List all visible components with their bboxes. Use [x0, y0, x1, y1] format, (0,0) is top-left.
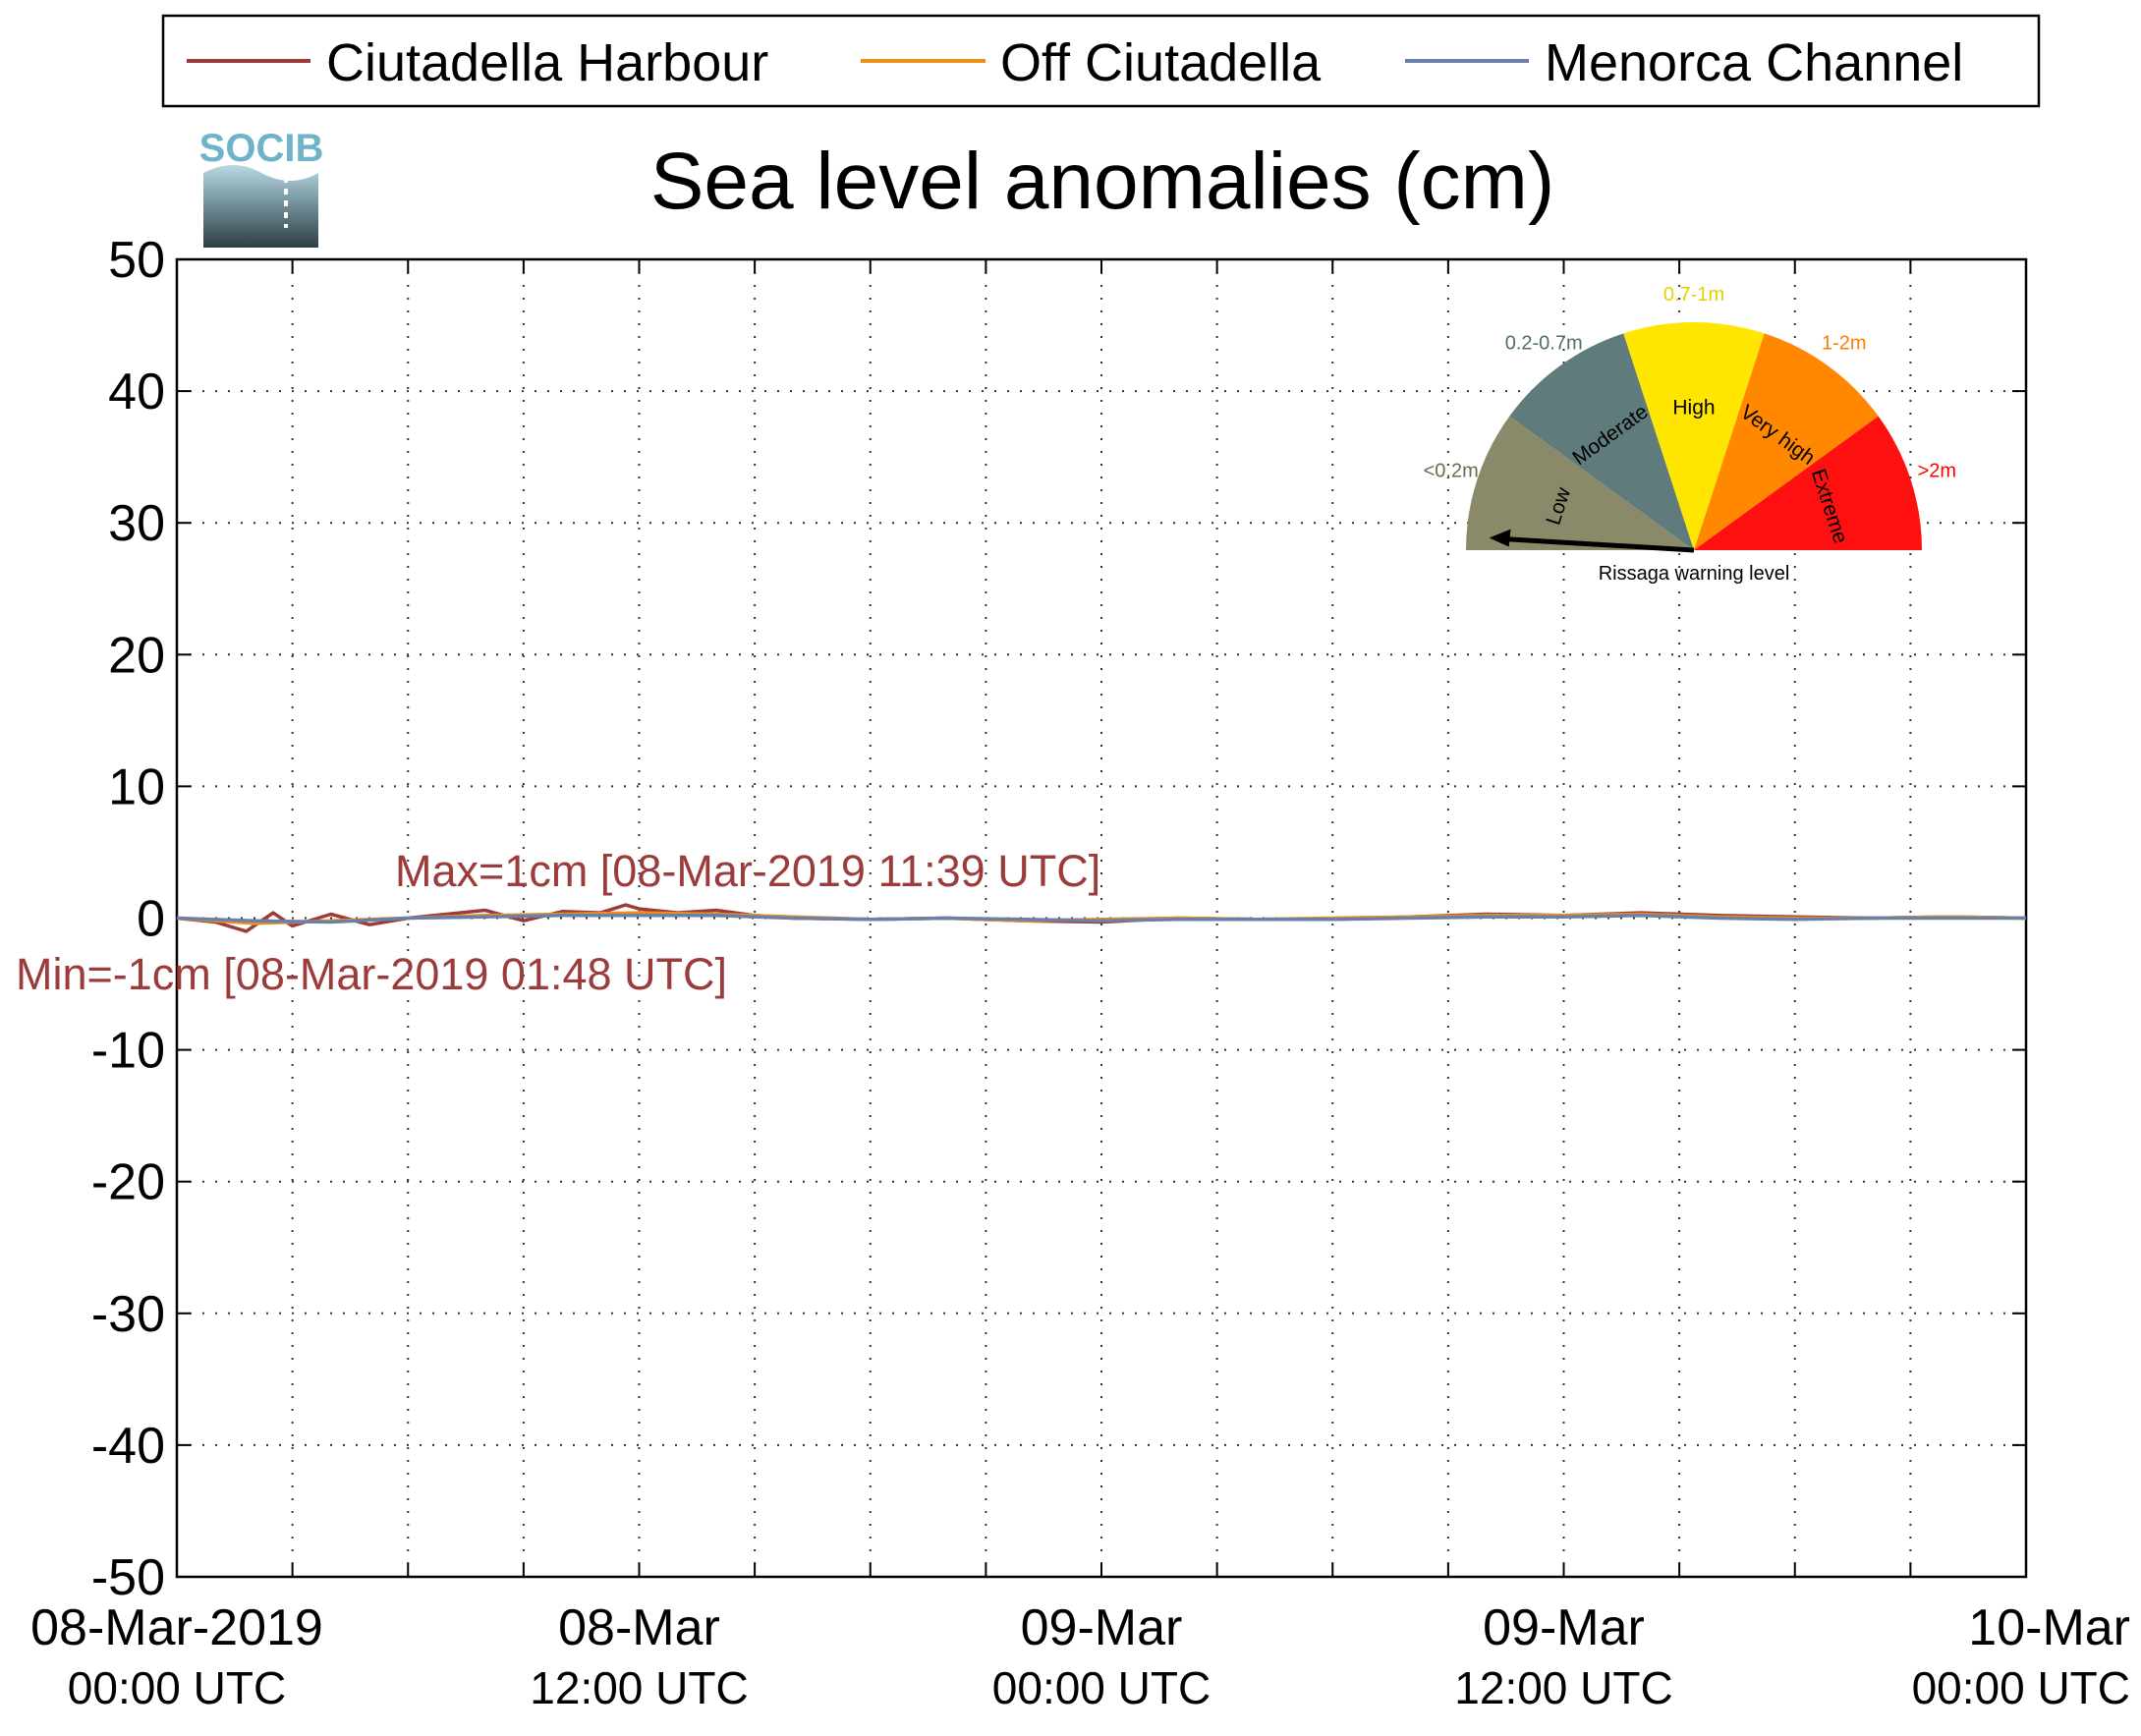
- gauge-range-label: 0.2-0.7m: [1505, 333, 1583, 355]
- y-tick-label: -30: [91, 1286, 165, 1343]
- x-tick-label-date: 08-Mar-2019: [30, 1599, 323, 1656]
- y-tick-label: 0: [137, 891, 165, 948]
- gauge-pointer: [1502, 535, 1695, 553]
- logo-wave-icon: [203, 165, 318, 248]
- legend-box: [161, 14, 2041, 108]
- y-tick-label: 20: [108, 627, 165, 684]
- series-line-2: [176, 914, 2026, 924]
- y-axis: -50 -40 -30 -20 -10 0 10 20 30 40 50: [91, 232, 2026, 1606]
- y-tick-label: -20: [91, 1154, 165, 1211]
- x-tick-label-time: 12:00 UTC: [1454, 1662, 1672, 1713]
- y-tick-label: -10: [91, 1023, 165, 1080]
- x-tick-label-time: 00:00 UTC: [992, 1662, 1211, 1713]
- gauge-segment-1: [1509, 333, 1694, 550]
- min-annotation: Min=-1cm [08-Mar-2019 01:48 UTC]: [16, 949, 727, 999]
- legend-entry-1: Off Ciutadella: [1000, 33, 1322, 92]
- gauge-segment-label: High: [1672, 397, 1715, 420]
- y-tick-label: -50: [91, 1549, 165, 1606]
- y-tick-label: 40: [108, 364, 165, 420]
- gauge-range-label: 0.7-1m: [1663, 284, 1724, 306]
- x-axis: 08-Mar-2019 00:00 UTC 08-Mar 12:00 UTC 09-Ma…: [30, 259, 2130, 1713]
- series-lines: [176, 903, 2027, 933]
- gauge-range-label: >2m: [1918, 461, 1956, 482]
- x-tick-label-date: 10-Mar: [1968, 1599, 2130, 1656]
- x-tick-label-time: 00:00 UTC: [1912, 1662, 2130, 1713]
- socib-logo: SOCIB: [199, 127, 324, 248]
- y-tick-label: -40: [91, 1418, 165, 1475]
- y-tick-label: 10: [108, 758, 165, 815]
- gauge-caption: Rissaga warning level: [1599, 563, 1790, 585]
- y-tick-label: 30: [108, 495, 165, 552]
- legend-entry-0: Ciutadella Harbour: [326, 33, 768, 92]
- gauge-segment-0: [1466, 416, 1694, 550]
- x-tick-label-time: 00:00 UTC: [68, 1662, 286, 1713]
- gauge-segment-2: [1623, 322, 1765, 550]
- x-tick-label-date: 09-Mar: [1021, 1599, 1183, 1656]
- logo-text: SOCIB: [199, 127, 324, 170]
- gauge-pointer-head: [1489, 529, 1511, 547]
- chart-title: Sea level anomalies (cm): [650, 137, 1555, 226]
- x-tick-label-date: 08-Mar: [558, 1599, 720, 1656]
- legend-entry-2: Menorca Channel: [1545, 33, 1963, 92]
- gauge-range-label: <0.2m: [1424, 461, 1479, 482]
- x-tick-label-time: 12:00 UTC: [530, 1662, 748, 1713]
- gauge-range-label: 1-2m: [1822, 333, 1867, 355]
- max-annotation: Max=1cm [08-Mar-2019 11:39 UTC]: [395, 846, 1100, 896]
- gauge-segment-3: [1694, 333, 1879, 550]
- x-tick-label-date: 09-Mar: [1483, 1599, 1645, 1656]
- y-tick-label: 50: [108, 232, 165, 289]
- gauge-segment-4: [1694, 416, 1922, 550]
- legend: Ciutadella Harbour Off Ciutadella Menorc…: [161, 14, 2041, 108]
